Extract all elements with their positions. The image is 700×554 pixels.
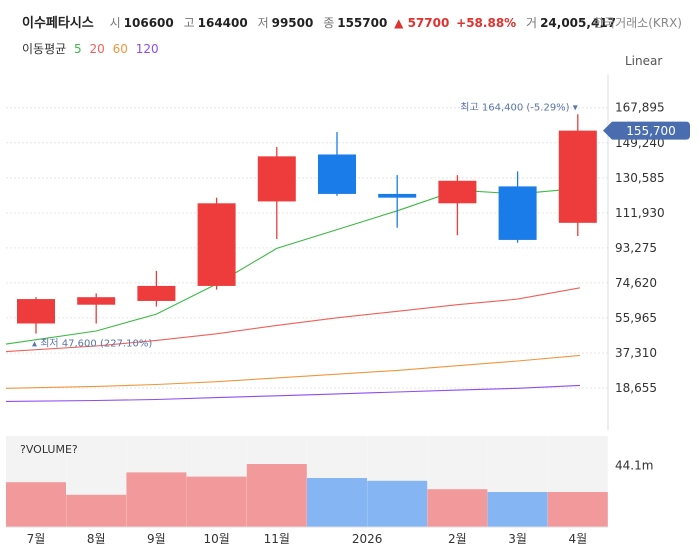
x-tick-label: 2026 bbox=[352, 532, 383, 546]
x-tick-label: 2월 bbox=[448, 532, 467, 546]
ma-legend-120[interactable]: 120 bbox=[135, 42, 159, 56]
candle-body[interactable] bbox=[378, 193, 417, 198]
y-tick-label: 18,655 bbox=[615, 381, 657, 395]
exchange-name: 한국거래소(KRX) bbox=[593, 16, 682, 30]
ma-line-ma20 bbox=[5, 287, 581, 353]
candle-body[interactable] bbox=[137, 285, 176, 301]
ma-legend-20[interactable]: 20 bbox=[89, 42, 105, 56]
volume-label: 거 bbox=[526, 16, 538, 30]
ma-line-ma120 bbox=[5, 384, 581, 402]
candle-body[interactable] bbox=[197, 203, 236, 286]
volume-bar[interactable] bbox=[427, 489, 488, 527]
scale-mode-button[interactable]: Linear bbox=[625, 54, 663, 68]
ma-legend-5[interactable]: 5 bbox=[74, 42, 82, 56]
y-tick-label: 167,895 bbox=[615, 101, 665, 115]
candle-body[interactable] bbox=[318, 154, 356, 194]
last-price-tag bbox=[603, 121, 690, 140]
volume-bar[interactable] bbox=[307, 478, 367, 527]
y-tick-label: 55,965 bbox=[615, 311, 657, 325]
open-label: 시 bbox=[109, 16, 121, 30]
change-value: ▲ 57700 bbox=[394, 16, 450, 30]
high-value: 164400 bbox=[197, 16, 248, 30]
ma-legend[interactable]: 이동평균 5 20 60 120 bbox=[22, 40, 163, 57]
volume-bar[interactable] bbox=[246, 464, 307, 527]
volume-tick-label: 44.1m bbox=[615, 458, 653, 472]
volume-bar[interactable] bbox=[186, 476, 247, 527]
stock-name: 이수페타시스 bbox=[22, 16, 94, 31]
open-value: 106600 bbox=[123, 16, 174, 30]
candle-body[interactable] bbox=[558, 130, 597, 223]
candle-body[interactable] bbox=[257, 156, 296, 202]
candle-body[interactable] bbox=[77, 297, 116, 305]
candle-body[interactable] bbox=[438, 180, 477, 204]
volume-value: 24,005,417 bbox=[540, 16, 616, 30]
ma-line-ma60 bbox=[5, 354, 581, 389]
ma-line-ma5 bbox=[5, 187, 581, 345]
close-value: 155700 bbox=[337, 16, 388, 30]
x-tick-label: 10월 bbox=[203, 532, 229, 546]
x-tick-label: 9월 bbox=[147, 532, 166, 546]
candle-body[interactable] bbox=[498, 186, 537, 240]
candle-body[interactable] bbox=[17, 299, 55, 324]
volume-bar[interactable] bbox=[66, 494, 127, 527]
last-price-label: 155,700 bbox=[626, 124, 676, 138]
x-tick-label: 11월 bbox=[264, 532, 290, 546]
volume-bar[interactable] bbox=[487, 492, 548, 527]
x-tick-label: 4월 bbox=[568, 532, 587, 546]
x-tick-label: 8월 bbox=[87, 532, 106, 546]
volume-bar[interactable] bbox=[547, 492, 608, 527]
ma-legend-label: 이동평균 bbox=[22, 42, 67, 56]
high-label: 고 bbox=[183, 16, 195, 30]
change-percent: +58.88% bbox=[456, 16, 517, 30]
low-annotation: ▴ 최저 47,600 (227.10%) bbox=[32, 338, 152, 350]
volume-bar[interactable] bbox=[126, 472, 187, 527]
volume-bar[interactable] bbox=[6, 482, 66, 527]
close-label: 종 bbox=[323, 16, 335, 30]
ma-legend-60[interactable]: 60 bbox=[112, 42, 128, 56]
y-tick-label: 74,620 bbox=[615, 276, 657, 290]
y-tick-label: 111,930 bbox=[615, 206, 665, 220]
volume-pane-label: ?VOLUME? bbox=[20, 443, 78, 456]
x-tick-label: 3월 bbox=[508, 532, 527, 546]
volume-bar[interactable] bbox=[367, 480, 428, 527]
y-tick-label: 130,585 bbox=[615, 171, 665, 185]
low-value: 99500 bbox=[271, 16, 314, 30]
price-header: 이수페타시스 시 106600 고 164400 저 99500 종 155700 ▲ … bbox=[22, 12, 616, 31]
low-label: 저 bbox=[257, 16, 269, 30]
y-tick-label: 93,275 bbox=[615, 241, 657, 255]
y-tick-label: 37,310 bbox=[615, 346, 657, 360]
x-tick-label: 7월 bbox=[27, 532, 46, 546]
high-annotation: 최고 164,400 (-5.29%) ▾ bbox=[460, 101, 578, 113]
